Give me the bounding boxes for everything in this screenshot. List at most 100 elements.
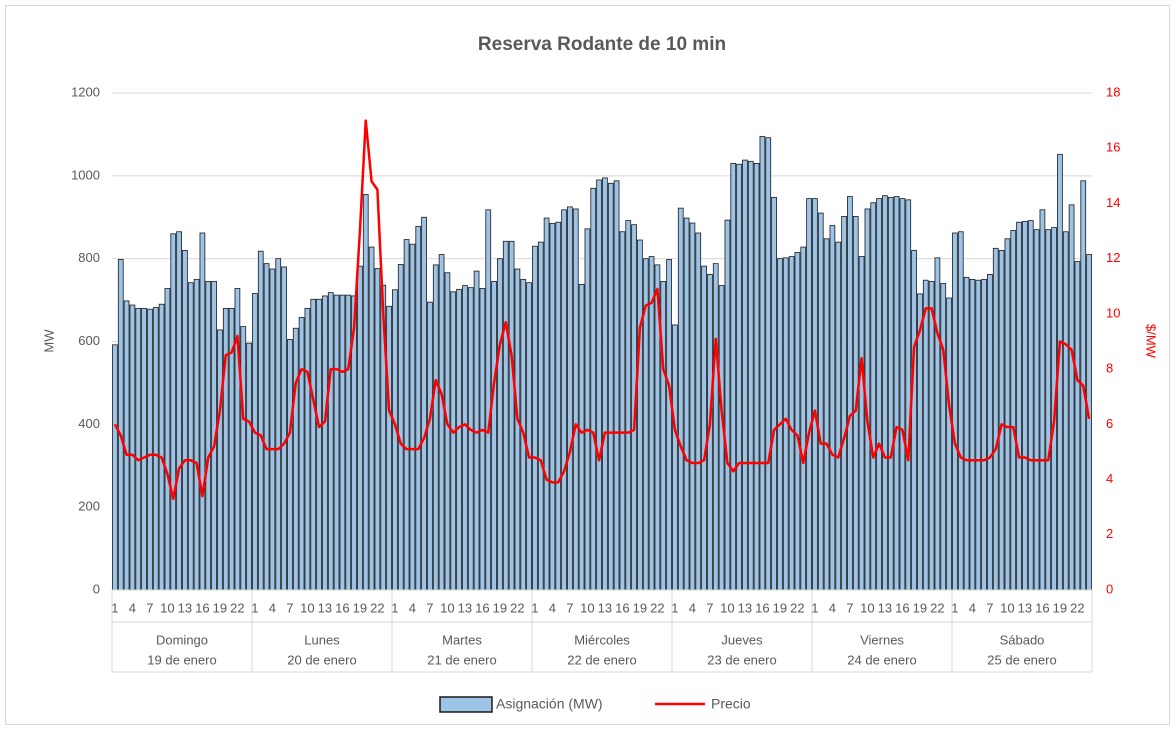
x-tick-label: 13 xyxy=(1018,600,1032,615)
bar xyxy=(275,258,282,591)
bar xyxy=(217,329,223,591)
x-tick-label: 16 xyxy=(335,600,349,615)
x-tick-label: 16 xyxy=(895,600,909,615)
y2-tick-label: 4 xyxy=(1106,471,1113,486)
y2-tick-label: 18 xyxy=(1106,84,1120,99)
x-tick-label: 13 xyxy=(598,600,612,615)
group-date-label: 25 de enero xyxy=(987,652,1056,667)
bar xyxy=(928,281,935,591)
bar xyxy=(164,288,171,591)
y-tick-label: 0 xyxy=(93,581,100,596)
x-tick-label: 7 xyxy=(846,600,853,615)
x-tick-label: 1 xyxy=(531,600,538,615)
bar xyxy=(176,231,182,591)
bar xyxy=(1045,229,1052,591)
bar xyxy=(421,216,427,591)
x-tick-label: 4 xyxy=(269,600,276,615)
bar xyxy=(462,285,468,591)
bar xyxy=(316,298,322,591)
y2-tick-label: 12 xyxy=(1106,250,1120,265)
bar xyxy=(1039,209,1046,591)
bar xyxy=(292,327,299,591)
bar xyxy=(806,198,812,591)
bar xyxy=(257,250,264,591)
y2-tick-label: 14 xyxy=(1106,195,1120,210)
bar xyxy=(998,249,1005,591)
bar xyxy=(450,291,457,591)
x-tick-label: 19 xyxy=(353,600,367,615)
bar xyxy=(526,282,532,591)
x-tick-label: 13 xyxy=(458,600,472,615)
bar xyxy=(1086,254,1092,591)
bar xyxy=(403,239,410,591)
x-tick-label: 19 xyxy=(493,600,507,615)
bar xyxy=(660,281,667,591)
bar xyxy=(619,231,626,591)
bar xyxy=(765,137,772,591)
bar xyxy=(946,297,952,591)
bar xyxy=(327,292,334,591)
y-tick-label: 800 xyxy=(78,250,100,265)
bar xyxy=(368,246,375,591)
bar xyxy=(112,344,118,591)
legend-label: Asignación (MW) xyxy=(496,696,603,712)
x-tick-label: 7 xyxy=(146,600,153,615)
bar xyxy=(602,177,608,591)
bar xyxy=(847,196,853,591)
x-tick-label: 19 xyxy=(633,600,647,615)
bar xyxy=(666,259,672,591)
bar xyxy=(841,216,847,591)
bar xyxy=(835,241,842,591)
bar xyxy=(555,221,562,591)
y-tick-label: 600 xyxy=(78,333,100,348)
group-date-label: 19 de enero xyxy=(147,652,216,667)
bar xyxy=(794,252,801,591)
bar xyxy=(870,202,877,591)
bar xyxy=(456,288,462,591)
bar xyxy=(730,163,737,591)
bar xyxy=(578,283,585,591)
bar xyxy=(613,180,620,591)
bar xyxy=(567,206,573,591)
x-tick-label: 1 xyxy=(951,600,958,615)
y2-tick-label: 8 xyxy=(1106,361,1113,376)
bar xyxy=(1068,204,1075,591)
bar xyxy=(333,294,340,591)
group-day-label: Miércoles xyxy=(574,632,630,647)
bar xyxy=(444,272,451,591)
x-tick-label: 19 xyxy=(913,600,927,615)
x-tick-label: 1 xyxy=(251,600,258,615)
x-tick-label: 22 xyxy=(1070,600,1084,615)
y-tick-label: 400 xyxy=(78,416,100,431)
bar xyxy=(672,324,678,591)
y2-tick-label: 2 xyxy=(1106,526,1113,541)
x-tick-label: 1 xyxy=(671,600,678,615)
group-date-label: 23 de enero xyxy=(707,652,776,667)
bar xyxy=(648,256,655,591)
x-tick-label: 19 xyxy=(213,600,227,615)
bar xyxy=(310,298,317,591)
bar xyxy=(1033,229,1040,591)
bar xyxy=(427,301,433,591)
bar xyxy=(1016,221,1022,591)
bar xyxy=(467,287,474,591)
x-tick-label: 4 xyxy=(409,600,416,615)
bar xyxy=(485,209,492,591)
bar xyxy=(532,245,538,591)
x-tick-label: 7 xyxy=(426,600,433,615)
bar xyxy=(415,225,422,591)
bar xyxy=(246,342,252,591)
x-tick-label: 10 xyxy=(720,600,734,615)
x-tick-label: 22 xyxy=(650,600,664,615)
x-tick-label: 4 xyxy=(129,600,136,615)
bar xyxy=(269,268,276,591)
bar xyxy=(1062,231,1069,591)
bar xyxy=(397,264,404,591)
bar xyxy=(771,196,777,591)
bar xyxy=(718,285,725,591)
group-date-label: 20 de enero xyxy=(287,652,356,667)
bar xyxy=(1022,220,1028,591)
x-tick-label: 10 xyxy=(300,600,314,615)
bar xyxy=(561,209,567,591)
price-line xyxy=(113,119,1091,501)
